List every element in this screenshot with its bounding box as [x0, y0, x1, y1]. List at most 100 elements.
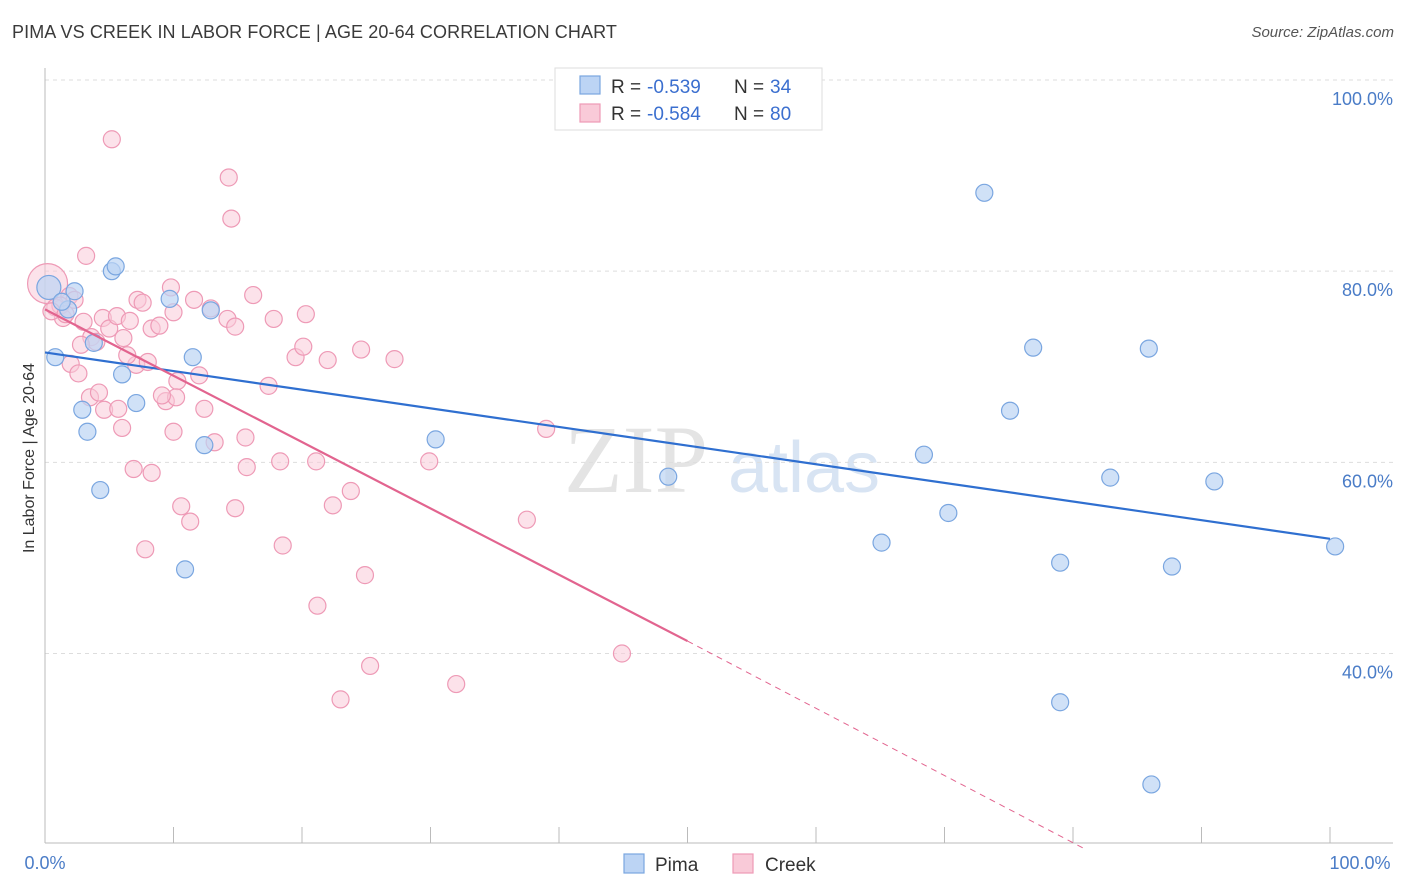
pima-point	[1051, 553, 1070, 572]
legend-pima-r-value: -0.539	[647, 77, 701, 98]
pima-point	[1101, 468, 1120, 487]
creek-point	[352, 340, 371, 359]
creek-point	[114, 328, 133, 348]
creek-point	[222, 209, 241, 228]
pima-trendline	[44, 351, 1331, 540]
creek-point	[136, 540, 155, 559]
legend-creek-swatch	[579, 103, 601, 123]
y-tick-labels: 40.0% 60.0% 80.0% 100.0%	[1332, 89, 1393, 683]
creek-point	[341, 481, 360, 501]
creek-point	[264, 309, 283, 329]
watermark-atlas: atlas	[728, 428, 880, 508]
pima-point	[106, 257, 125, 276]
axes	[44, 68, 1393, 844]
creek-point	[447, 674, 466, 694]
creek-point	[307, 452, 326, 471]
creek-point	[74, 312, 93, 331]
creek-point	[296, 305, 315, 324]
creek-point	[102, 130, 121, 149]
creek-point	[537, 419, 556, 438]
creek-point	[420, 452, 439, 471]
creek-point	[273, 536, 292, 555]
pima-point	[112, 365, 132, 384]
legend-creek-n-label: N =	[734, 104, 764, 125]
creek-point	[150, 316, 169, 335]
creek-point	[361, 656, 380, 676]
creek-point	[184, 290, 204, 309]
grid-lines	[45, 79, 1393, 654]
y-tick-label: 40.0%	[1342, 663, 1393, 683]
creek-trendline	[44, 308, 689, 643]
creek-point	[271, 452, 290, 471]
pima-point	[1051, 693, 1070, 712]
pima-point	[426, 430, 445, 449]
pima-point	[78, 422, 97, 441]
pima-point	[175, 560, 195, 579]
creek-point	[77, 246, 96, 265]
legend-pima-n-label: N =	[734, 77, 764, 98]
creek-series	[26, 130, 632, 709]
source-credit: Source: ZipAtlas.com	[1251, 24, 1394, 41]
pima-point	[659, 467, 678, 486]
creek-point	[89, 383, 109, 402]
legend-pima-swatch	[579, 75, 601, 95]
creek-point	[124, 459, 143, 479]
pima-point	[127, 393, 146, 413]
creek-trendline-extension	[687, 640, 1087, 850]
creek-point	[219, 168, 238, 187]
creek-point	[294, 337, 313, 356]
creek-point	[323, 496, 342, 515]
pima-point	[872, 533, 891, 552]
creek-point	[133, 293, 152, 312]
watermark-zip: ZIP	[564, 406, 708, 513]
pima-point	[46, 348, 65, 367]
y-tick-label: 60.0%	[1342, 471, 1393, 491]
creek-point	[181, 512, 200, 531]
chart-title: PIMA VS CREEK IN LABOR FORCE | AGE 20-64…	[12, 22, 617, 42]
creek-point	[152, 386, 172, 405]
creek-point	[226, 317, 245, 336]
pima-point	[975, 183, 994, 202]
creek-point	[164, 422, 183, 441]
creek-point	[318, 350, 337, 370]
creek-point	[226, 499, 245, 518]
legend-creek-r-value: -0.584	[647, 104, 701, 125]
bottom-legend: Pima Creek	[623, 853, 816, 876]
creek-point	[109, 399, 128, 418]
creek-point	[236, 428, 255, 447]
creek-point	[69, 364, 88, 383]
creek-point	[331, 690, 350, 709]
legend-creek-r-label: R =	[611, 104, 641, 125]
pima-point	[65, 282, 84, 301]
pima-point	[201, 301, 220, 320]
creek-point	[120, 311, 139, 330]
y-tick-label: 80.0%	[1342, 280, 1393, 300]
pima-point	[91, 480, 110, 500]
pima-point	[1139, 339, 1158, 358]
pima-point	[160, 289, 179, 308]
x-tick-label: 0.0%	[24, 853, 65, 873]
pima-point	[195, 436, 214, 455]
bottom-legend-creek-label: Creek	[765, 855, 816, 876]
creek-point	[244, 285, 263, 305]
pima-point	[1162, 557, 1182, 576]
creek-point	[355, 566, 375, 585]
bottom-legend-creek-swatch	[732, 853, 754, 874]
pima-point	[1205, 472, 1224, 491]
pima-point	[183, 348, 202, 367]
legend: R = -0.539 N = 34 R = -0.584 N = 80	[554, 67, 823, 131]
creek-point	[172, 497, 191, 516]
bottom-legend-pima-swatch	[623, 853, 645, 874]
legend-pima-n-value: 34	[770, 77, 792, 98]
pima-point	[1326, 537, 1345, 556]
x-tick-labels: 0.0% 100.0%	[24, 853, 1390, 873]
pima-point	[36, 274, 62, 301]
legend-creek-n-value: 80	[770, 104, 791, 125]
pima-point	[1000, 401, 1020, 420]
creek-point	[195, 399, 214, 418]
creek-point	[517, 510, 536, 529]
bottom-legend-pima-label: Pima	[655, 855, 699, 876]
y-tick-label: 100.0%	[1332, 89, 1393, 109]
legend-pima-r-label: R =	[611, 77, 641, 98]
